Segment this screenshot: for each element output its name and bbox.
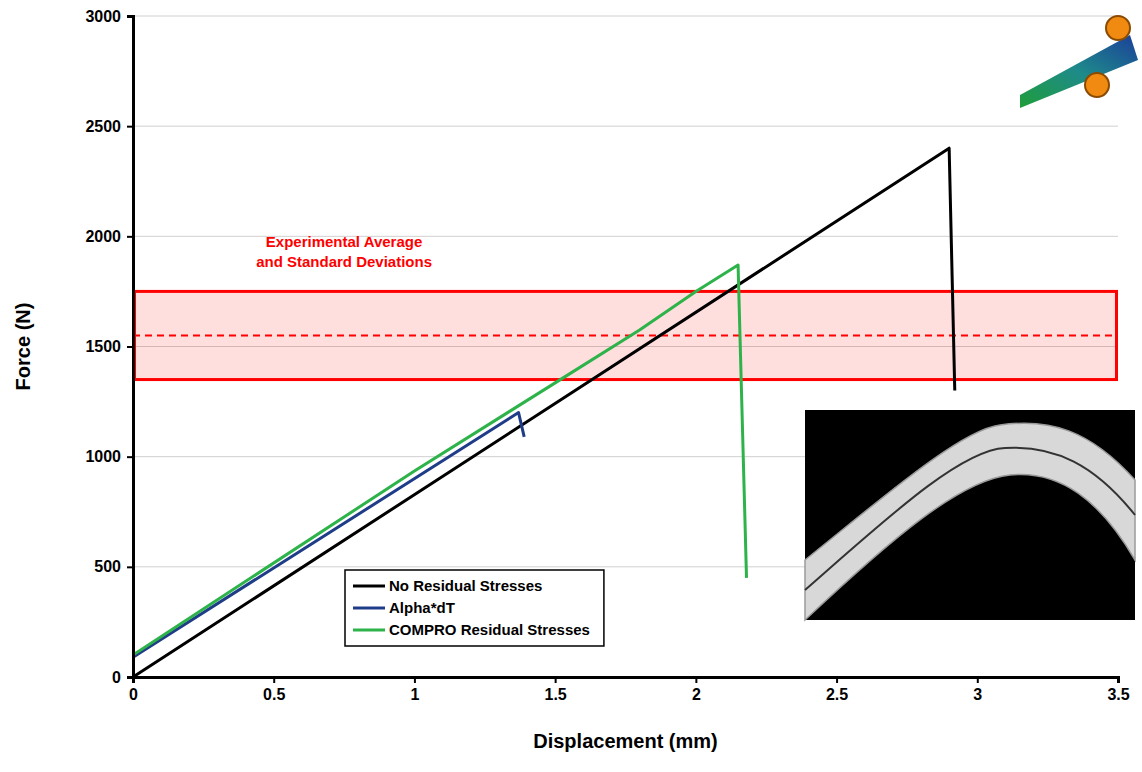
tick-label: 2500 (85, 118, 121, 135)
tick-mark (127, 566, 133, 568)
tick: 0 (129, 677, 138, 703)
tick-label: 3.5 (1107, 686, 1129, 703)
plot-area (133, 148, 1118, 677)
tick: 1 (410, 677, 419, 703)
y-axis-title: Force (N) (12, 303, 34, 391)
legend-label: No Residual Stresses (389, 577, 542, 594)
fe-beam (1020, 35, 1138, 108)
tick: 3000 (85, 8, 133, 25)
tick-label: 500 (94, 558, 121, 575)
legend-swatch (353, 629, 385, 632)
y-axis: 0 500 1000 1500 2000 2500 3000 (85, 8, 133, 686)
inset-background (805, 410, 1135, 620)
axis-line (127, 17, 134, 678)
tick: 2 (692, 677, 701, 703)
annotation: Experimental Average and Standard Deviati… (256, 233, 432, 270)
series-line (133, 265, 747, 655)
chart: Experimental Average and Standard Deviati… (0, 0, 1142, 772)
tick-mark (555, 677, 557, 683)
inset-part (805, 423, 1135, 620)
legend: No Residual Stresses Alpha*dT COMPRO Resid… (345, 570, 604, 646)
grid-line (133, 16, 1118, 17)
annotation-text: Experimental Average (266, 233, 422, 250)
axis-line (134, 678, 1119, 684)
tick-label: 0 (112, 669, 121, 686)
tick-label: 3 (973, 686, 982, 703)
tick-mark (414, 677, 416, 683)
inset-photo (805, 410, 1135, 620)
tick-label: 1.5 (545, 686, 567, 703)
tick-label: 1000 (85, 448, 121, 465)
tick-mark (127, 456, 133, 458)
experimental-mean (133, 334, 1118, 336)
tick: 500 (94, 558, 133, 575)
legend-label: COMPRO Residual Stresses (389, 621, 590, 638)
tick-mark (695, 677, 697, 683)
tick: 3 (973, 677, 982, 703)
tick-label: 1 (410, 686, 419, 703)
tick-label: 3000 (85, 8, 121, 25)
tick-label: 1500 (85, 338, 121, 355)
tick-mark (127, 126, 133, 128)
tick-mark (273, 677, 275, 683)
grid-line (133, 126, 1118, 127)
tick: 2.5 (826, 677, 848, 703)
inset-crack (805, 448, 1135, 590)
tick: 1500 (85, 338, 133, 355)
tick: 1.5 (545, 677, 567, 703)
fe-support (1085, 73, 1109, 97)
tick-mark (127, 346, 133, 348)
series-line (133, 148, 955, 677)
fe-support (1106, 16, 1130, 40)
tick: 0.5 (263, 677, 285, 703)
tick: 2000 (85, 228, 133, 245)
x-axis: 0 0.5 1 1.5 2 2.5 3 3.5 (129, 677, 1130, 703)
tick-label: 2.5 (826, 686, 848, 703)
tick-label: 2000 (85, 228, 121, 245)
tick-mark (977, 677, 979, 683)
tick-mark (1118, 677, 1120, 683)
tick-mark (127, 677, 133, 679)
tick: 2500 (85, 118, 133, 135)
tick-mark (127, 236, 133, 238)
tick: 3.5 (1107, 677, 1129, 703)
annotation-text: and Standard Deviations (256, 253, 432, 270)
legend-label: Alpha*dT (389, 599, 455, 616)
tick-mark (127, 16, 133, 18)
tick-label: 2 (692, 686, 701, 703)
legend-box (345, 570, 604, 646)
legend-swatch (353, 585, 385, 588)
tick-label: 0.5 (263, 686, 285, 703)
legend-swatch (353, 607, 385, 610)
x-axis-title: Displacement (mm) (533, 730, 718, 752)
tick: 1000 (85, 448, 133, 465)
tick-mark (836, 677, 838, 683)
inset-model (1020, 16, 1138, 108)
tick-label: 0 (129, 686, 138, 703)
tick: 0 (112, 669, 133, 686)
